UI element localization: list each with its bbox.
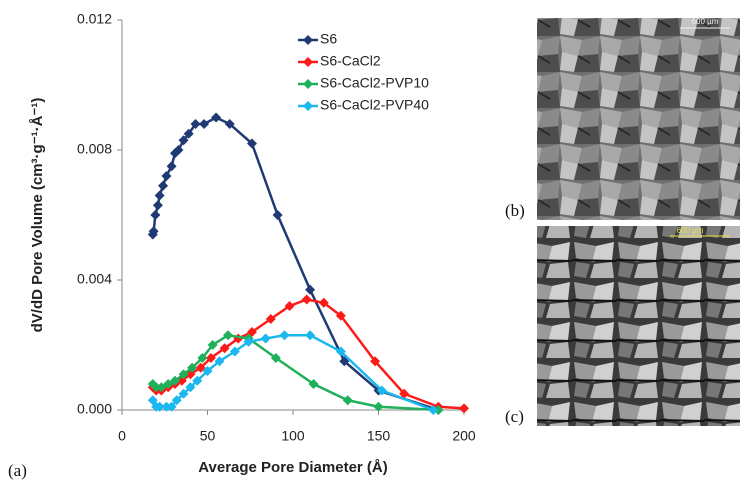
data-point — [279, 330, 289, 340]
x-tick-label: 100 — [281, 428, 305, 444]
data-point — [150, 210, 160, 220]
data-point — [199, 119, 209, 129]
series-line — [153, 300, 464, 409]
legend-marker — [303, 79, 313, 89]
data-point — [161, 171, 171, 181]
x-axis-label: Average Pore Diameter (Å) — [198, 459, 388, 476]
legend-label: S6-CaCl2 — [320, 53, 381, 69]
y-tick-label: 0.008 — [77, 141, 112, 157]
data-point — [261, 334, 271, 344]
legend-label: S6-CaCl2-PVP10 — [320, 75, 429, 91]
legend-marker — [303, 35, 313, 45]
x-tick-label: 0 — [118, 428, 126, 444]
data-point — [167, 161, 177, 171]
x-tick-label: 50 — [200, 428, 216, 444]
data-point — [305, 330, 315, 340]
legend-label: S6-CaCl2-PVP40 — [320, 97, 429, 113]
y-tick-label: 0.000 — [77, 401, 112, 417]
data-point — [155, 191, 165, 201]
x-tick-label: 150 — [367, 428, 391, 444]
panel-label: (b) — [505, 201, 525, 220]
data-point — [153, 200, 163, 210]
legend-label: S6 — [320, 31, 337, 47]
scale-bar-label: 600 µm — [692, 17, 719, 26]
figure: (a) Average Pore Diameter (Å) dV/dD Pore… — [0, 0, 744, 482]
x-tick-label: 200 — [452, 428, 476, 444]
data-point — [211, 113, 221, 123]
y-axis-label: dV/dD Pore Volume (cm³·g⁻¹·Å⁻¹) — [29, 98, 46, 333]
legend-marker — [303, 57, 313, 67]
data-point — [158, 181, 168, 191]
data-point — [343, 395, 353, 405]
data-point — [302, 295, 312, 305]
page: (a) Average Pore Diameter (Å) dV/dD Pore… — [0, 0, 744, 482]
panel-label: (c) — [505, 407, 524, 426]
series-line — [153, 335, 439, 410]
y-tick-label: 0.004 — [77, 271, 112, 287]
scale-bar-label: 600 µm — [677, 226, 704, 235]
y-tick-label: 0.012 — [77, 11, 112, 27]
data-point — [273, 210, 283, 220]
data-point — [459, 403, 469, 413]
data-point — [305, 285, 315, 295]
panel-label: (a) — [8, 461, 27, 480]
legend-marker — [303, 101, 313, 111]
sem-image-c — [537, 226, 740, 426]
sem-image-b — [537, 18, 740, 220]
